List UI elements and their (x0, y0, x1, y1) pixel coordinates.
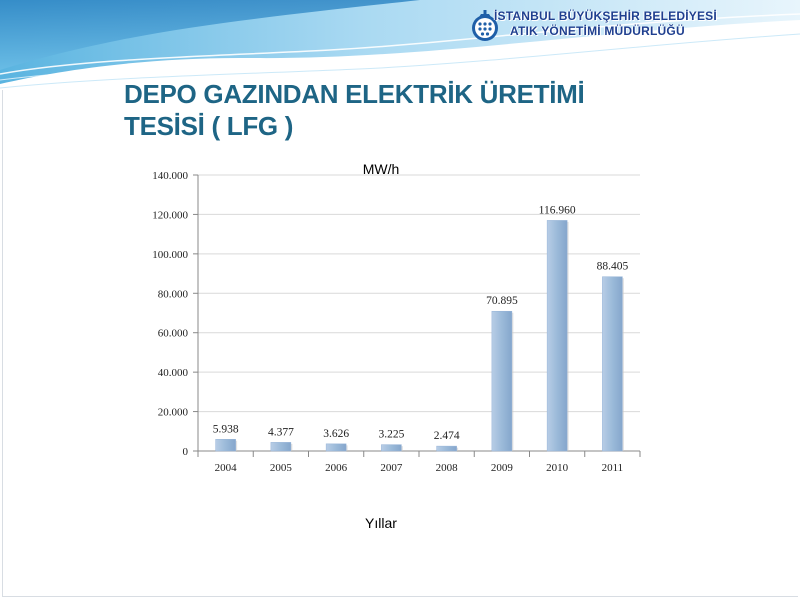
department-name: ATIK YÖNETİMİ MÜDÜRLÜĞÜ (510, 24, 685, 38)
data-label-2008: 2.474 (434, 430, 460, 442)
organization-header: İSTANBUL BÜYÜKŞEHİR BELEDİYESİ ATIK YÖNE… (466, 6, 796, 46)
bar-2006 (325, 443, 347, 452)
x-tick-label-2004: 2004 (215, 462, 238, 474)
data-label-2010: 116.960 (539, 204, 576, 216)
y-tick-label: 80.000 (158, 288, 189, 300)
x-tick-label-2008: 2008 (436, 462, 459, 474)
x-tick-label-2005: 2005 (270, 462, 293, 474)
y-tick-label: 20.000 (158, 407, 189, 419)
bar-2011 (602, 276, 623, 452)
x-tick-label-2006: 2006 (325, 462, 348, 474)
bar-2009 (491, 310, 513, 452)
organization-name: İSTANBUL BÜYÜKŞEHİR BELEDİYESİ (494, 9, 717, 23)
x-tick-label-2011: 2011 (602, 462, 624, 474)
municipality-logo-icon (472, 10, 498, 41)
header-wave-decoration (0, 0, 800, 89)
data-label-2007: 3.225 (378, 429, 404, 441)
y-tick-label: 0 (183, 446, 189, 458)
y-tick-label: 40.000 (158, 367, 189, 379)
data-label-2004: 5.938 (213, 423, 239, 435)
y-tick-label: 140.000 (152, 170, 188, 182)
x-tick-label-2010: 2010 (546, 462, 569, 474)
x-tick-label-2009: 2009 (491, 462, 514, 474)
bar-2004 (215, 439, 236, 452)
data-label-2011: 88.405 (597, 261, 629, 273)
data-label-2009: 70.895 (486, 295, 518, 307)
chart-labels: 5.938 2004 4.377 2005 3.626 2006 3.225 2007 2.47… (213, 204, 629, 474)
y-tick-label: 120.000 (152, 209, 188, 221)
bar-2008 (436, 445, 457, 452)
bar-2005 (270, 442, 292, 452)
y-tick-label: 100.000 (152, 249, 188, 261)
x-axis-title: Yıllar (365, 515, 397, 531)
y-tick-label: 60.000 (158, 328, 189, 340)
slide-title: DEPO GAZINDAN ELEKTRİK ÜRETİMİ TESİSİ ( … (124, 78, 684, 142)
data-label-2005: 4.377 (268, 426, 294, 438)
chart-bars (215, 220, 624, 452)
slide-left-border (2, 90, 3, 596)
slide-title-line-1: DEPO GAZINDAN ELEKTRİK ÜRETİMİ (124, 79, 585, 109)
bar-2010 (546, 220, 568, 452)
slide-bottom-border (2, 596, 798, 597)
slide-title-line-2: TESİSİ ( LFG ) (124, 111, 294, 141)
y-axis-title: MW/h (363, 161, 400, 177)
bar-2007 (381, 444, 402, 452)
data-label-2006: 3.626 (323, 428, 349, 440)
x-tick-label-2007: 2007 (380, 462, 403, 474)
